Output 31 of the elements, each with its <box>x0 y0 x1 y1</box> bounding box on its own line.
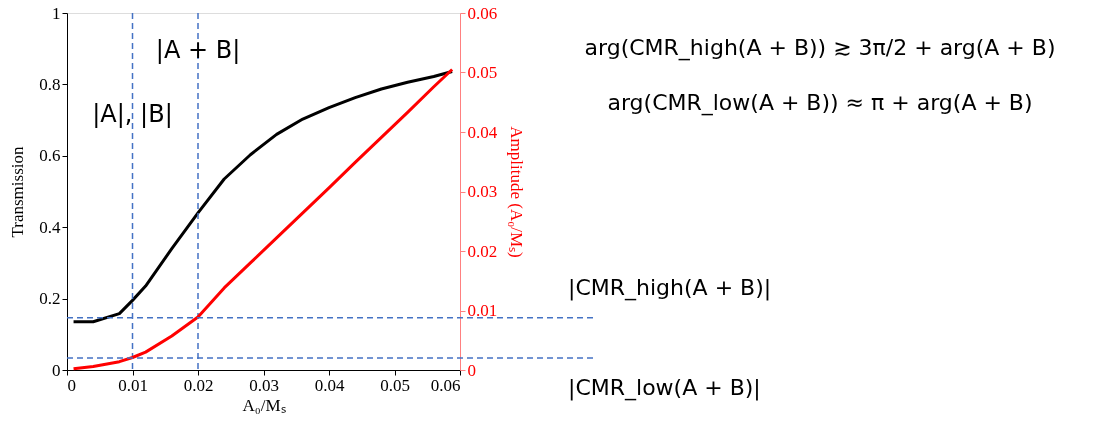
y2-tick-label: 0.04 <box>467 122 498 142</box>
y2-tick-label: 0.01 <box>467 301 498 320</box>
x-tick-label: 0 <box>67 375 76 395</box>
x-tick-label: 0.02 <box>183 375 214 395</box>
x-tick-label: 0.04 <box>314 375 345 395</box>
line-series <box>72 68 454 371</box>
x-axis-title: A₀/Mₛ <box>242 395 286 415</box>
y-axis-title: Transmission <box>8 146 28 238</box>
y-tick-label: 1 <box>52 3 61 23</box>
y2-tick-label: 0.02 <box>467 241 498 261</box>
annotation: |A|, |B| <box>92 100 173 129</box>
y-tick-label: 0.6 <box>39 146 61 166</box>
text: arg(CMR_high(A + B)) ≳ 3π/2 + arg(A + B) <box>584 35 1056 61</box>
text: arg(CMR_low(A + B)) ≈ π + arg(A + B) <box>607 90 1033 116</box>
y-tick-label: 0.8 <box>39 74 61 94</box>
y2-tick-label: 0.05 <box>467 63 498 82</box>
x-tick-label: 0.03 <box>249 375 279 395</box>
y2-tick-label: 0.03 <box>467 182 498 201</box>
ref-line-label: |CMR_low(A + B)| <box>568 375 761 402</box>
y-tick-label: 0 <box>52 360 61 380</box>
y2-axis-title: Amplitude (A₀/Mₛ) <box>507 126 527 258</box>
y-tick-label: 0.4 <box>39 217 61 237</box>
x-tick-label: 0.06 <box>430 375 461 395</box>
y2-tick-label: 0.06 <box>467 3 498 23</box>
line-series <box>72 70 454 324</box>
x-tick-label: 0.05 <box>380 375 410 395</box>
x-tick-label: 0.01 <box>118 375 148 395</box>
annotation: |A + B| <box>155 35 241 64</box>
y2-tick-label: 0 <box>467 360 476 380</box>
ref-line-label: |CMR_high(A + B)| <box>568 274 772 301</box>
y-tick-label: 0.2 <box>39 289 61 309</box>
